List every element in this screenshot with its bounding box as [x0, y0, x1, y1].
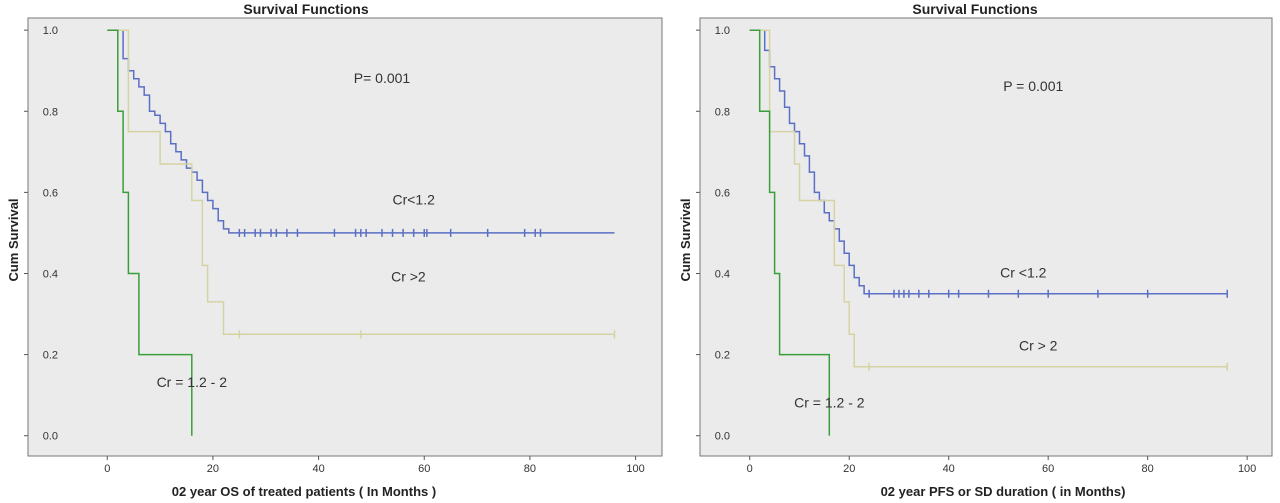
chart-title: Survival Functions	[912, 1, 1037, 17]
x-axis-label: 02 year OS of treated patients ( In Mont…	[172, 484, 436, 499]
series-line-2	[107, 29, 615, 336]
y-axis-label: Cum Survival	[6, 198, 21, 281]
y-tick-label: 0.0	[715, 431, 730, 443]
series-line-1	[107, 29, 615, 234]
y-tick-label: 1.0	[715, 25, 730, 37]
series-line-2	[749, 29, 1228, 368]
y-tick-label: 0.6	[715, 187, 730, 199]
series-line-3	[107, 29, 193, 436]
annotation: Cr > 2	[1019, 338, 1058, 354]
y-tick-label: 0.4	[43, 269, 58, 281]
y-tick-label: 0.6	[43, 187, 58, 199]
y-tick-label: 0.2	[43, 350, 58, 362]
series-line-3	[749, 29, 831, 436]
y-tick-label: 0.8	[43, 106, 58, 118]
y-tick-label: 0.2	[715, 350, 730, 362]
x-tick-label: 100	[1238, 463, 1256, 475]
x-tick-label: 60	[418, 463, 430, 475]
annotation: P = 0.001	[1003, 78, 1063, 94]
chart-panel-2: Survival Functions 02 year PFS or SD dura…	[678, 1, 1273, 499]
x-tick-label: 0	[104, 463, 110, 475]
y-tick-label: 0.0	[43, 431, 58, 443]
x-tick-label: 0	[747, 463, 753, 475]
annotation: Cr = 1.2 - 2	[157, 374, 228, 390]
annotation: Cr<1.2	[392, 192, 435, 208]
x-tick-label: 80	[1142, 463, 1154, 475]
chart-panel-1: Survival Functions 02 year OS of treated …	[6, 1, 663, 499]
plot-area	[699, 17, 1273, 457]
x-tick-label: 100	[626, 463, 644, 475]
y-tick-label: 0.4	[715, 269, 730, 281]
x-tick-label: 20	[207, 463, 219, 475]
x-tick-label: 60	[1042, 463, 1054, 475]
annotation: Cr = 1.2 - 2	[794, 394, 865, 410]
chart-title: Survival Functions	[243, 1, 368, 17]
y-axis-label: Cum Survival	[678, 198, 693, 281]
x-tick-label: 20	[843, 463, 855, 475]
y-tick-label: 0.8	[715, 106, 730, 118]
y-tick-label: 1.0	[43, 25, 58, 37]
series-line-1	[749, 29, 1228, 295]
x-tick-label: 40	[312, 463, 324, 475]
x-tick-label: 80	[524, 463, 536, 475]
plot-area	[27, 17, 663, 457]
annotation: P= 0.001	[354, 70, 411, 86]
annotation: Cr >2	[391, 269, 426, 285]
x-axis-label: 02 year PFS or SD duration ( in Months)	[881, 484, 1126, 499]
x-tick-label: 40	[943, 463, 955, 475]
annotation: Cr <1.2	[1000, 265, 1047, 281]
